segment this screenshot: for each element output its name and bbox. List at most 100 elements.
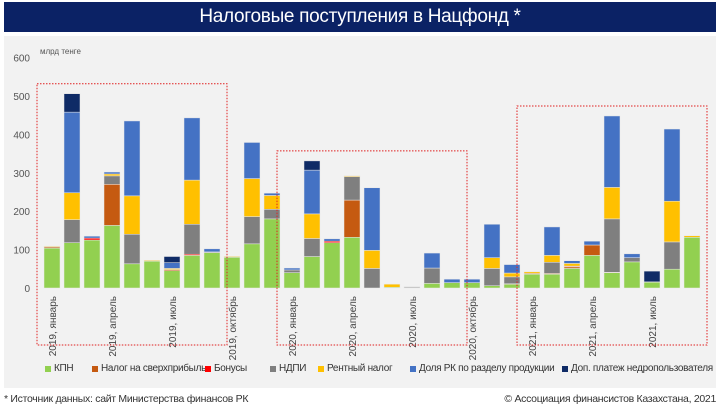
- bar-segment: [663, 200, 681, 243]
- bar-segment: [623, 253, 641, 258]
- bar-segment: [503, 283, 521, 289]
- bar-segment: [263, 195, 281, 210]
- bar-segment: [63, 219, 81, 243]
- bar-segment: [463, 278, 481, 283]
- bar-segment: [163, 262, 181, 269]
- bar-segment: [483, 285, 501, 289]
- bar-segment: [503, 272, 521, 278]
- bar-segment: [323, 238, 341, 242]
- bar-segment: [303, 160, 321, 171]
- y-tick-label: 100: [13, 246, 30, 257]
- bar-segment: [543, 273, 561, 289]
- legend-swatch: [205, 365, 211, 372]
- bar-segment: [523, 273, 541, 289]
- bar-segment: [423, 267, 441, 284]
- bar-segment: [663, 241, 681, 270]
- bar-segment: [683, 237, 701, 289]
- bar-segment: [303, 169, 321, 215]
- x-tick-label: 2019, июль: [168, 296, 179, 348]
- bar-segment: [263, 209, 281, 220]
- bar-segment: [423, 252, 441, 269]
- bar-segment: [463, 282, 481, 289]
- bar-segment: [543, 226, 561, 256]
- bar-segment: [663, 268, 681, 289]
- bar-segment: [123, 233, 141, 265]
- bar-segment: [243, 178, 261, 217]
- bar-segment: [423, 283, 441, 289]
- y-tick-label: 400: [13, 130, 30, 141]
- copyright-note: © Ассоциация финансистов Казахстана, 202…: [504, 393, 716, 405]
- bar-segment: [83, 235, 101, 239]
- bar-segment: [43, 245, 61, 248]
- x-tick-label: 2020, апрель: [348, 296, 359, 357]
- bar-segment: [363, 268, 381, 289]
- bar-segment: [343, 176, 361, 201]
- x-tick-label: 2021, январь: [528, 296, 539, 356]
- bar-segment: [83, 237, 101, 241]
- legend-label: Рентный налог: [327, 363, 393, 374]
- bar-segment: [343, 199, 361, 238]
- bar-segment: [483, 257, 501, 269]
- bar-segment: [603, 115, 621, 188]
- bar-segment: [103, 171, 121, 175]
- y-tick-label: 0: [24, 284, 30, 295]
- bar-segment: [103, 184, 121, 226]
- legend-swatch: [318, 365, 324, 372]
- bar-segment: [183, 117, 201, 181]
- bar-segment: [343, 237, 361, 289]
- bar-segment: [543, 262, 561, 274]
- bar-segment: [203, 252, 221, 289]
- bar-segment: [163, 270, 181, 289]
- legend-swatch: [410, 365, 416, 372]
- x-tick-label: 2019, январь: [48, 296, 59, 356]
- bar-segment: [223, 256, 241, 258]
- bar-segment: [123, 263, 141, 289]
- bar-segment: [203, 248, 221, 253]
- bar-segment: [323, 242, 341, 289]
- x-tick-label: 2021, июль: [648, 296, 659, 348]
- bar-segment: [643, 281, 661, 289]
- bar-segment: [283, 267, 301, 271]
- bar-segment: [483, 224, 501, 258]
- bar-segment: [503, 276, 521, 285]
- legend-label: НДПИ: [279, 363, 307, 374]
- legend-item: Бонусы: [205, 363, 247, 374]
- bar-segment: [583, 255, 601, 289]
- chart-title: Налоговые поступления в Нацфонд *: [199, 6, 521, 27]
- bar-segment: [63, 111, 81, 194]
- bar-segment: [643, 270, 661, 283]
- legend-label: Доля РК по разделу продукции: [419, 363, 555, 374]
- bar-segment: [583, 244, 601, 256]
- bar-segment: [63, 242, 81, 289]
- chart-title-bar: Налоговые поступления в Нацфонд *: [4, 2, 716, 32]
- legend-label: Доп. платеж недропользователя: [571, 363, 713, 374]
- bar-segment: [663, 128, 681, 202]
- bar-segment: [143, 260, 161, 262]
- bar-segment: [103, 225, 121, 289]
- x-tick-label: 2020, январь: [288, 296, 299, 356]
- chart-legend: КПН Налог на сверхприбыль Бонусы НДПИ Рентны…: [0, 363, 720, 377]
- bar-segment: [363, 187, 381, 251]
- bar-segment: [303, 238, 321, 257]
- bar-segment: [63, 93, 81, 113]
- legend-item: Доля РК по разделу продукции: [410, 363, 555, 374]
- bar-segment: [563, 268, 581, 289]
- bar-segment: [43, 247, 61, 289]
- bar-segment: [563, 260, 581, 264]
- bar-segment: [283, 269, 301, 273]
- bar-segment: [123, 120, 141, 197]
- legend-swatch: [270, 365, 276, 372]
- bar-segment: [623, 257, 641, 263]
- legend-label: КПН: [54, 363, 74, 374]
- legend-swatch: [45, 365, 51, 372]
- bar-segment: [283, 272, 301, 289]
- bar-segment: [263, 218, 281, 289]
- legend-swatch: [562, 365, 568, 372]
- bar-segment: [683, 235, 701, 238]
- source-note: * Источник данных: сайт Министерства фин…: [4, 393, 249, 405]
- bar-segment: [103, 173, 121, 177]
- legend-swatch: [92, 365, 98, 372]
- bar-segment: [83, 239, 101, 289]
- x-tick-label: 2021, апрель: [588, 296, 599, 357]
- legend-item: Доп. платеж недропользователя: [562, 363, 713, 374]
